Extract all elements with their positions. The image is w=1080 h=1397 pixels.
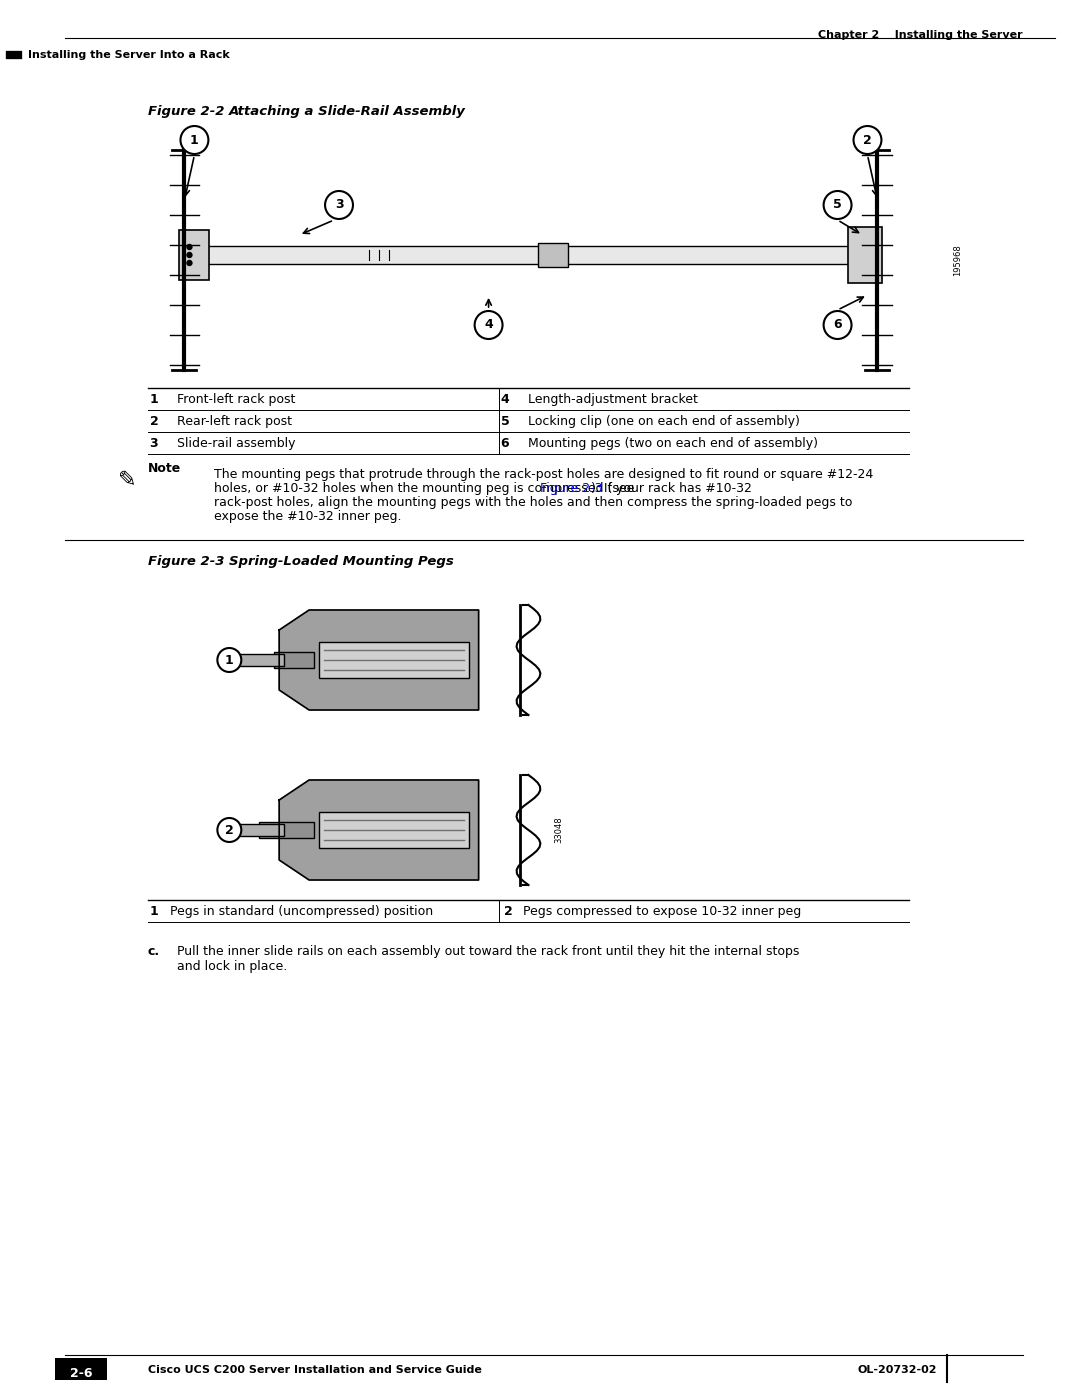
Text: Pegs in standard (uncompressed) position: Pegs in standard (uncompressed) position <box>170 905 433 918</box>
Text: 1: 1 <box>225 654 233 666</box>
Text: ✎: ✎ <box>119 469 137 490</box>
Text: 2: 2 <box>225 823 233 837</box>
Text: OL-20732-02: OL-20732-02 <box>858 1365 937 1375</box>
Text: and lock in place.: and lock in place. <box>177 960 287 972</box>
Bar <box>848 226 882 284</box>
Circle shape <box>187 260 192 265</box>
Text: 4: 4 <box>500 393 510 407</box>
Text: 1: 1 <box>149 393 159 407</box>
Text: Rear-left rack post: Rear-left rack post <box>177 415 293 427</box>
Text: 2: 2 <box>149 415 159 427</box>
Text: 33048: 33048 <box>554 817 563 844</box>
FancyBboxPatch shape <box>194 246 867 264</box>
Text: expose the #10-32 inner peg.: expose the #10-32 inner peg. <box>214 510 402 522</box>
Text: Attaching a Slide-Rail Assembly: Attaching a Slide-Rail Assembly <box>229 105 467 117</box>
Bar <box>319 643 469 678</box>
Text: Figure 2-2: Figure 2-2 <box>148 105 224 117</box>
Text: 195968: 195968 <box>953 244 961 275</box>
Text: 5: 5 <box>833 198 842 211</box>
Bar <box>259 821 314 838</box>
Text: Chapter 2    Installing the Server: Chapter 2 Installing the Server <box>818 29 1023 41</box>
Polygon shape <box>280 610 478 710</box>
Bar <box>274 652 314 668</box>
Text: 2: 2 <box>863 134 872 147</box>
Text: Length-adjustment bracket: Length-adjustment bracket <box>528 393 699 407</box>
Text: Mounting pegs (two on each end of assembly): Mounting pegs (two on each end of assemb… <box>528 437 819 450</box>
Text: ). If your rack has #10-32: ). If your rack has #10-32 <box>591 482 752 495</box>
Text: Spring-Loaded Mounting Pegs: Spring-Loaded Mounting Pegs <box>229 555 454 569</box>
Text: 6: 6 <box>834 319 842 331</box>
Circle shape <box>187 253 192 257</box>
Text: The mounting pegs that protrude through the rack-post holes are designed to fit : The mounting pegs that protrude through … <box>214 468 874 481</box>
Text: Slide-rail assembly: Slide-rail assembly <box>177 437 296 450</box>
Text: Pegs compressed to expose 10-32 inner peg: Pegs compressed to expose 10-32 inner pe… <box>524 905 801 918</box>
Text: 2-6: 2-6 <box>69 1368 92 1380</box>
Text: 1: 1 <box>190 134 199 147</box>
Text: 1: 1 <box>149 905 159 918</box>
Circle shape <box>325 191 353 219</box>
FancyBboxPatch shape <box>55 1358 107 1380</box>
Circle shape <box>217 819 241 842</box>
Bar <box>319 812 469 848</box>
Text: 4: 4 <box>484 319 492 331</box>
Bar <box>179 231 210 279</box>
Text: Note: Note <box>148 462 180 475</box>
Text: 5: 5 <box>500 415 510 427</box>
Text: 3: 3 <box>335 198 343 211</box>
Text: 2: 2 <box>503 905 512 918</box>
Bar <box>539 243 568 267</box>
Text: 6: 6 <box>500 437 509 450</box>
Circle shape <box>180 126 208 154</box>
Circle shape <box>853 126 881 154</box>
Circle shape <box>824 191 851 219</box>
Bar <box>225 654 284 666</box>
Polygon shape <box>280 780 478 880</box>
Text: rack-post holes, align the mounting pegs with the holes and then compress the sp: rack-post holes, align the mounting pegs… <box>214 496 853 509</box>
Circle shape <box>824 312 851 339</box>
Circle shape <box>217 648 241 672</box>
Text: Pull the inner slide rails on each assembly out toward the rack front until they: Pull the inner slide rails on each assem… <box>177 944 800 958</box>
Text: c.: c. <box>148 944 160 958</box>
Text: Figure 2-3: Figure 2-3 <box>540 482 603 495</box>
Text: holes, or #10-32 holes when the mounting peg is compressed (see: holes, or #10-32 holes when the mounting… <box>214 482 638 495</box>
Text: Installing the Server Into a Rack: Installing the Server Into a Rack <box>28 50 230 60</box>
Text: Locking clip (one on each end of assembly): Locking clip (one on each end of assembl… <box>528 415 800 427</box>
Text: Cisco UCS C200 Server Installation and Service Guide: Cisco UCS C200 Server Installation and S… <box>148 1365 482 1375</box>
Text: Front-left rack post: Front-left rack post <box>177 393 296 407</box>
Text: Figure 2-3: Figure 2-3 <box>148 555 224 569</box>
Bar <box>225 824 284 835</box>
Text: 3: 3 <box>149 437 158 450</box>
Circle shape <box>187 244 192 250</box>
Circle shape <box>474 312 502 339</box>
